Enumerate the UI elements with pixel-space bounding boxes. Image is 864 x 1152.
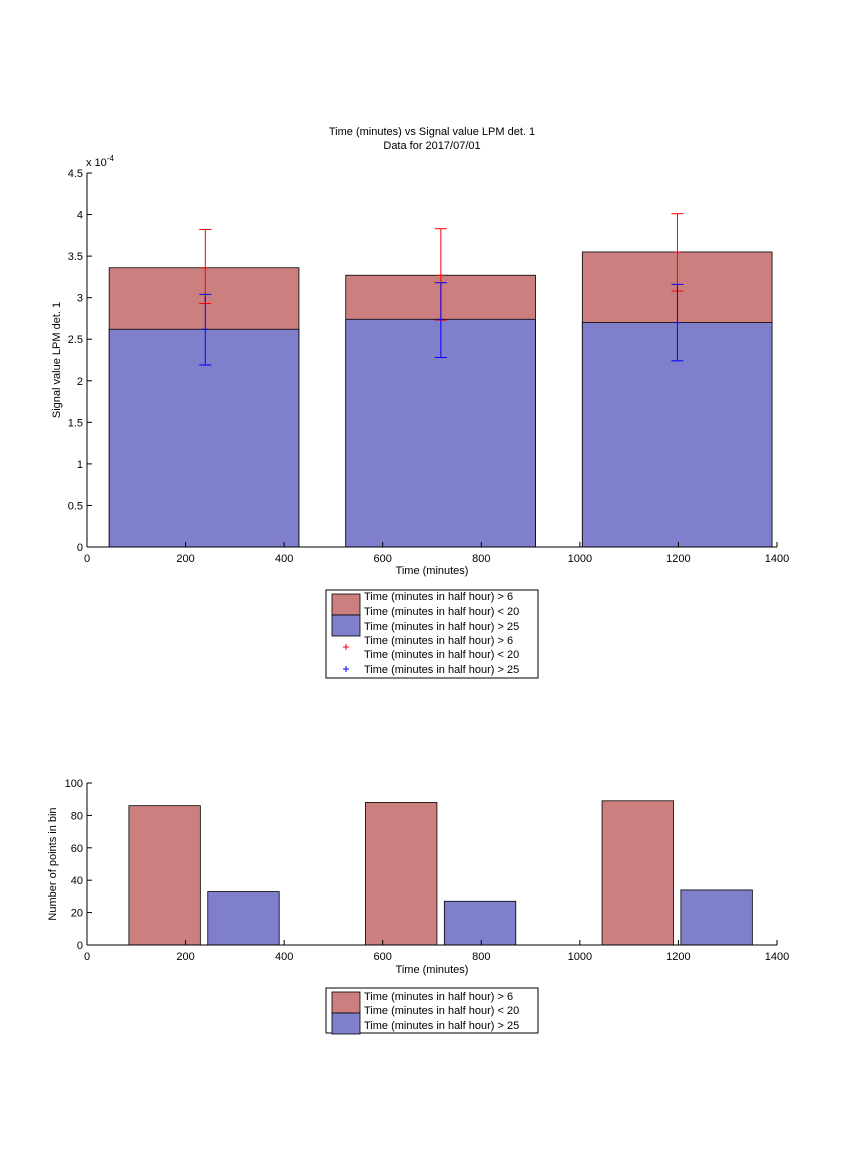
y-tick-label: 3 xyxy=(77,293,83,305)
x-tick-label: 1400 xyxy=(765,951,789,963)
x-tick-label: 800 xyxy=(472,553,490,565)
y-axis-label: Signal value LPM det. 1 xyxy=(51,302,63,418)
x-tick-label: 1400 xyxy=(765,553,789,565)
legend-marker-blue-plus xyxy=(343,666,349,672)
legend-entry: Time (minutes in half hour) < 20 xyxy=(364,606,519,618)
axes-group: 0 200 400 600 800 1000 1200 1400 0 0.5 1 1.5 2 2.5 3 3.… xyxy=(68,168,790,565)
x-tick-label: 600 xyxy=(374,553,392,565)
bar-red xyxy=(128,805,201,946)
y-tick-label: 3.5 xyxy=(68,251,83,263)
error-bar-blue xyxy=(671,283,684,362)
count-chart: 0 200 400 600 800 1000 1200 1400 0 20 40 60 80 100 Ti… xyxy=(47,778,789,976)
legend-swatch-blue xyxy=(331,614,361,637)
signal-chart: Time (minutes) vs Signal value LPM det. … xyxy=(51,126,789,577)
legend-marker-red-plus xyxy=(343,644,349,650)
legend-entry: Time (minutes in half hour) < 20 xyxy=(364,1005,519,1017)
x-tick-label: 1000 xyxy=(568,951,592,963)
x-tick-label: 400 xyxy=(275,951,293,963)
y-axis-label: Number of points in bin xyxy=(47,807,59,920)
bar-blue xyxy=(207,891,280,946)
chart-subtitle: Data for 2017/07/01 xyxy=(383,140,480,152)
legend-box xyxy=(325,987,539,1034)
y-tick-label: 60 xyxy=(71,843,83,855)
x-tick-label: 600 xyxy=(374,951,392,963)
x-tick-label: 800 xyxy=(472,951,490,963)
bar-blue xyxy=(680,889,753,946)
y-tick-label: 2 xyxy=(77,376,83,388)
y-tick-label: 0 xyxy=(77,542,83,554)
y-tick-label: 1.5 xyxy=(68,417,83,429)
y-exponent-base: x 10 xyxy=(86,157,107,169)
bar-red xyxy=(601,800,674,946)
y-tick-label: 20 xyxy=(71,908,83,920)
x-tick-label: 0 xyxy=(84,553,90,565)
x-tick-label: 1000 xyxy=(568,553,592,565)
y-tick-label: 2.5 xyxy=(68,334,83,346)
count-legend: Time (minutes in half hour) > 6 Time (mi… xyxy=(325,987,539,1035)
error-bar-blue xyxy=(199,293,212,366)
legend-entry: Time (minutes in half hour) > 25 xyxy=(364,621,519,633)
x-axis-label: Time (minutes) xyxy=(396,964,469,976)
legend-swatch-red xyxy=(331,991,361,1014)
x-tick-label: 1200 xyxy=(666,553,690,565)
y-tick-label: 40 xyxy=(71,875,83,887)
y-tick-label: 0.5 xyxy=(68,500,83,512)
bar-red xyxy=(365,802,438,946)
error-bars-group xyxy=(199,213,684,366)
y-tick-label: 1 xyxy=(77,459,83,471)
signal-legend: Time (minutes in half hour) > 6 Time (mi… xyxy=(325,589,539,679)
axes-group: 0 200 400 600 800 1000 1200 1400 0 20 40 60 80 100 xyxy=(65,778,790,963)
bars-group xyxy=(128,800,753,946)
legend-entry: Time (minutes in half hour) > 25 xyxy=(364,1020,519,1032)
x-axis-label: Time (minutes) xyxy=(396,565,469,577)
y-tick-label: 100 xyxy=(65,778,83,790)
x-tick-label: 200 xyxy=(176,951,194,963)
x-tick-label: 400 xyxy=(275,553,293,565)
y-exponent-power: -4 xyxy=(107,154,115,163)
error-bar-blue xyxy=(434,282,447,359)
legend-entry: Time (minutes in half hour) > 6 xyxy=(364,591,513,603)
legend-entry: Time (minutes in half hour) > 6 xyxy=(364,635,513,647)
y-tick-label: 0 xyxy=(77,940,83,952)
legend-entry: Time (minutes in half hour) > 25 xyxy=(364,664,519,676)
y-tick-label: 80 xyxy=(71,810,83,822)
legend-box xyxy=(325,589,539,679)
x-tick-label: 200 xyxy=(176,553,194,565)
bar-blue xyxy=(108,328,300,548)
y-tick-label: 4.5 xyxy=(68,168,83,180)
legend-swatch-blue xyxy=(331,1012,361,1035)
legend-swatch-red xyxy=(331,593,361,616)
legend-entry: Time (minutes in half hour) < 20 xyxy=(364,649,519,661)
y-exponent-label: x 10-4 xyxy=(86,154,114,169)
chart-title: Time (minutes) vs Signal value LPM det. … xyxy=(329,126,535,138)
x-tick-label: 1200 xyxy=(666,951,690,963)
y-tick-label: 4 xyxy=(77,210,83,222)
bar-blue xyxy=(443,900,517,946)
x-tick-label: 0 xyxy=(84,951,90,963)
legend-entry: Time (minutes in half hour) > 6 xyxy=(364,991,513,1003)
